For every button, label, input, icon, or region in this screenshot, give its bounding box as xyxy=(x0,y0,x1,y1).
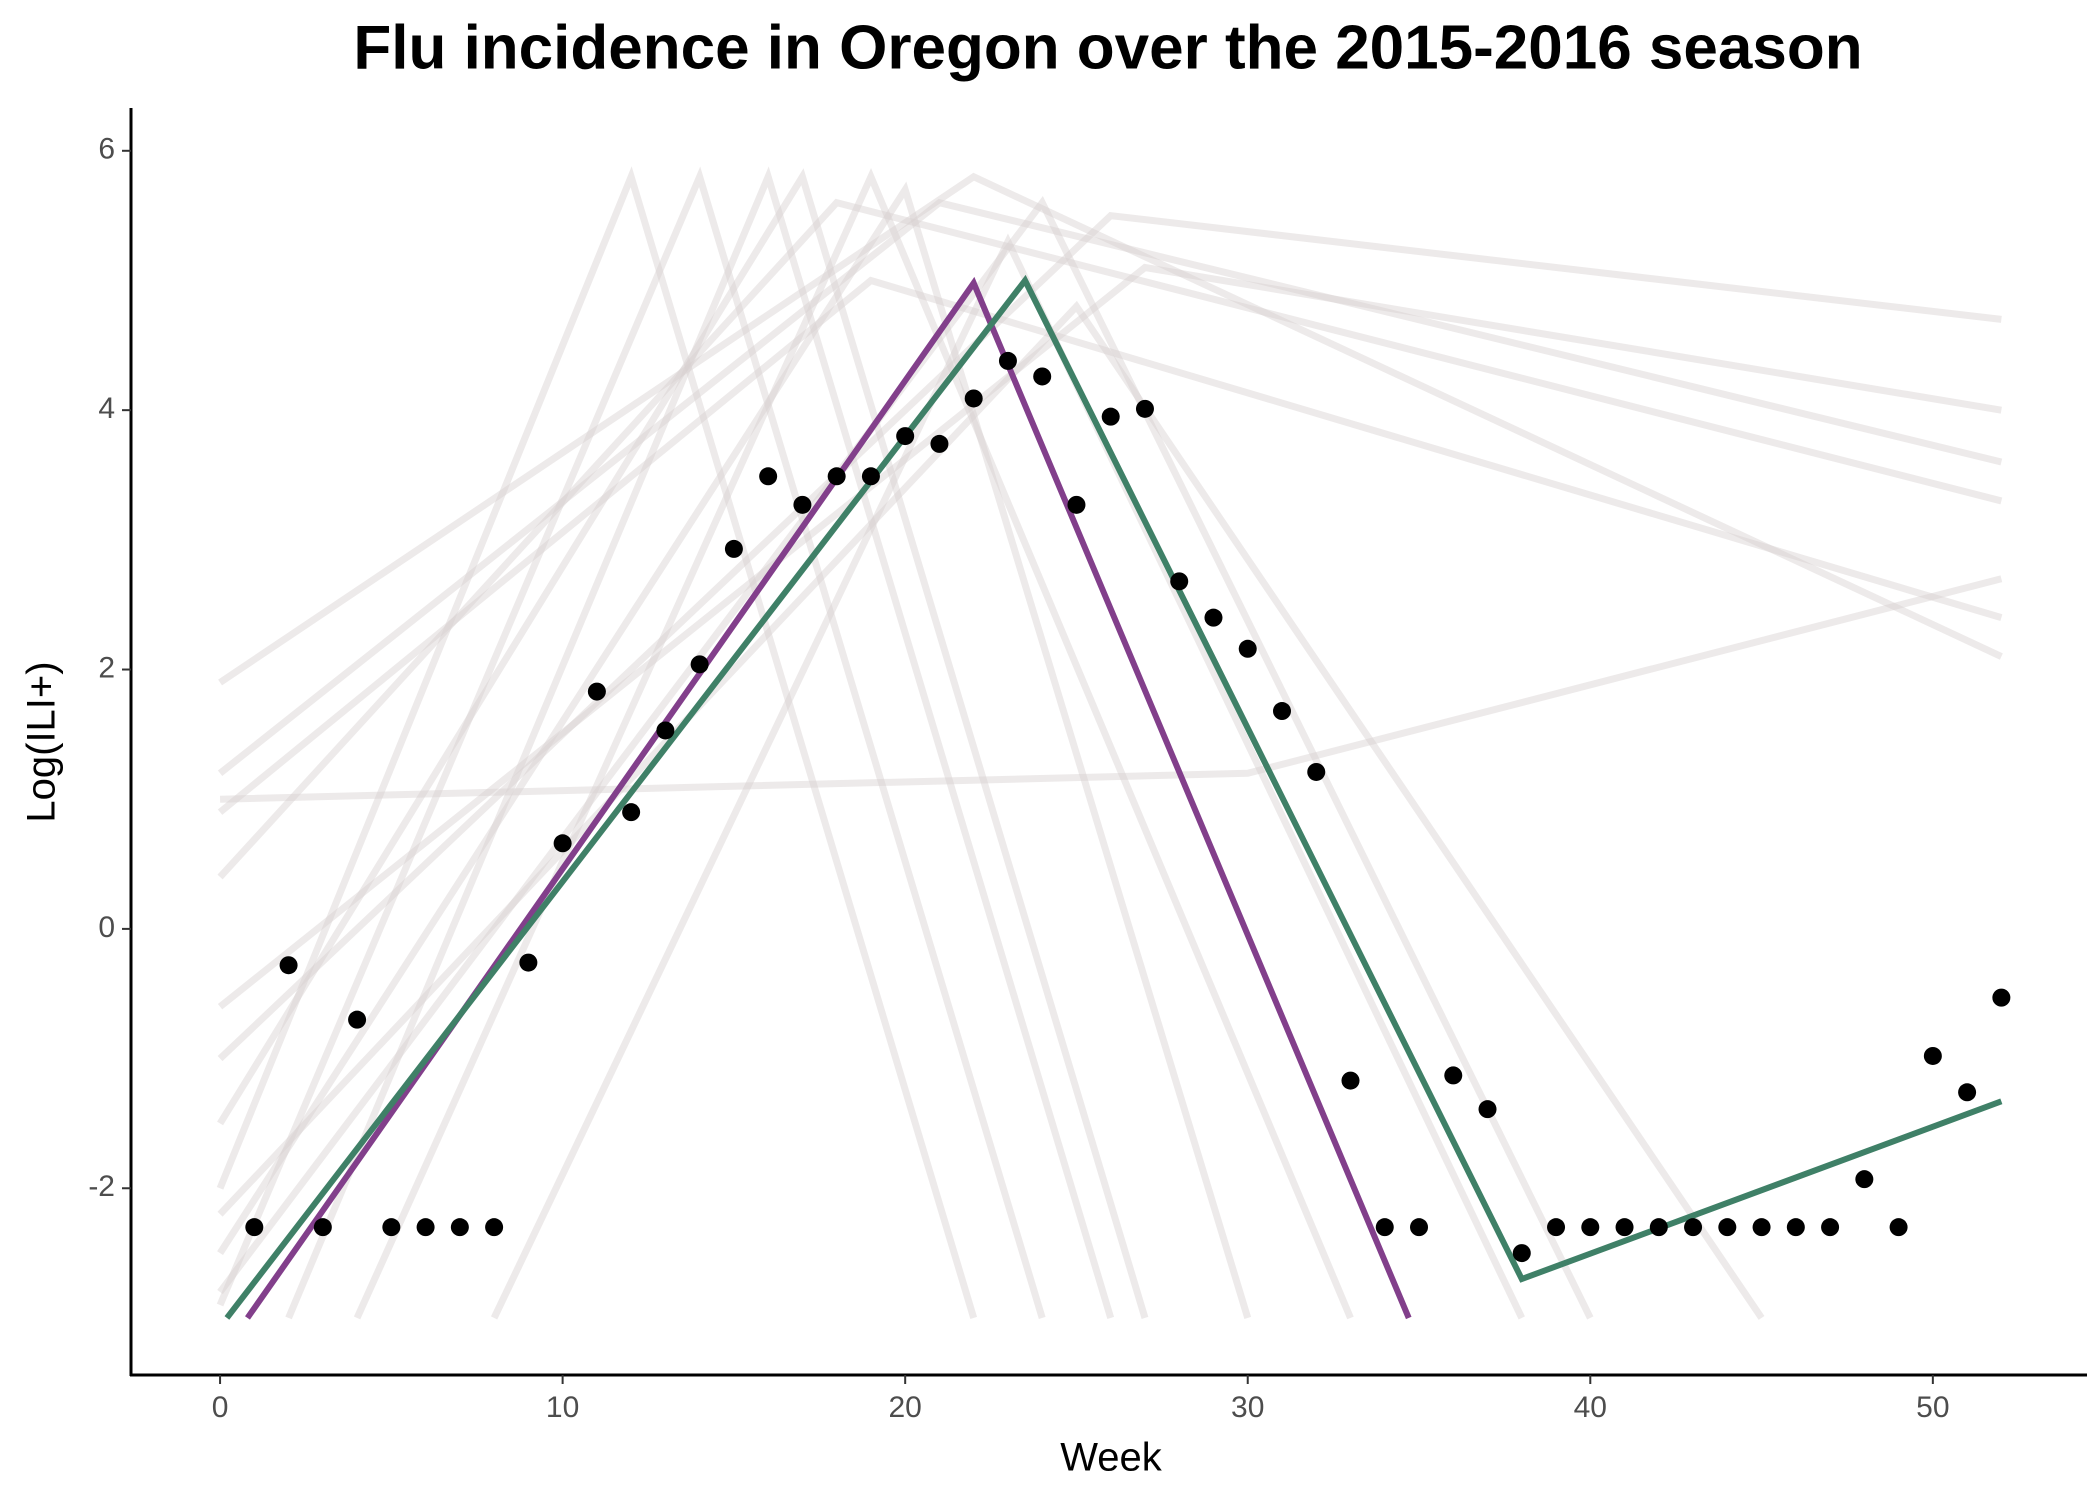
x-axis-label: Week xyxy=(1060,1436,1163,1480)
chart-title: Flu incidence in Oregon over the 2015-20… xyxy=(353,13,1862,82)
data-point xyxy=(1684,1218,1703,1237)
x-tick-label: 30 xyxy=(1231,1391,1264,1424)
data-point xyxy=(1033,367,1052,386)
data-point xyxy=(861,467,880,486)
data-point xyxy=(450,1218,469,1237)
data-point xyxy=(1341,1071,1360,1090)
data-point xyxy=(1101,407,1120,426)
data-point xyxy=(1547,1218,1566,1237)
data-point xyxy=(964,389,983,408)
sample-line xyxy=(285,166,1115,1320)
y-tick-label: 0 xyxy=(98,911,115,944)
data-point xyxy=(245,1218,264,1237)
y-axis-label: Log(ILI+) xyxy=(20,661,64,822)
sample-line xyxy=(217,198,2003,880)
data-point xyxy=(1204,608,1223,627)
data-point xyxy=(1821,1218,1840,1237)
data-point xyxy=(1444,1066,1463,1085)
sample-line xyxy=(219,575,2003,803)
y-tick-label: 6 xyxy=(98,133,115,166)
data-point xyxy=(793,495,812,514)
data-point xyxy=(348,1010,367,1029)
data-point xyxy=(1615,1218,1634,1237)
data-point xyxy=(382,1218,401,1237)
data-point xyxy=(1718,1218,1737,1237)
data-point xyxy=(1410,1218,1429,1237)
data-point xyxy=(519,953,538,972)
data-point xyxy=(1786,1218,1805,1237)
data-point xyxy=(930,434,949,453)
data-point xyxy=(1135,399,1154,418)
data-point xyxy=(1238,639,1257,658)
sample-line xyxy=(353,167,1354,1320)
sample-line xyxy=(217,276,2003,815)
y-tick-label: 4 xyxy=(98,392,115,425)
data-point xyxy=(416,1218,435,1237)
data-point xyxy=(724,539,743,558)
sample-line xyxy=(217,300,1765,1320)
sample-line xyxy=(217,263,2002,1010)
data-point xyxy=(1992,988,2011,1007)
data-point xyxy=(1855,1170,1874,1189)
data-point xyxy=(1889,1218,1908,1237)
data-point xyxy=(1752,1218,1771,1237)
data-point xyxy=(1923,1046,1942,1065)
data-point xyxy=(759,467,778,486)
data-point xyxy=(1307,762,1326,781)
sample-line xyxy=(218,172,2003,686)
x-tick-label: 10 xyxy=(546,1391,579,1424)
y-tick-label: -2 xyxy=(88,1170,115,1203)
data-point xyxy=(827,467,846,486)
x-tick-label: 40 xyxy=(1574,1391,1607,1424)
x-tick-label: 50 xyxy=(1916,1391,1949,1424)
data-point xyxy=(1512,1244,1531,1263)
data-point xyxy=(279,956,298,975)
data-point xyxy=(1375,1218,1394,1237)
data-point xyxy=(998,351,1017,370)
y-tick-label: 2 xyxy=(98,651,115,684)
sample-line xyxy=(217,211,2002,1062)
data-point xyxy=(1170,572,1189,591)
data-point xyxy=(622,803,641,822)
data-point xyxy=(553,834,572,853)
data-point xyxy=(485,1218,504,1237)
data-point xyxy=(587,682,606,701)
data-point xyxy=(1649,1218,1668,1237)
sample-line xyxy=(216,166,1046,1319)
x-tick-label: 20 xyxy=(888,1391,921,1424)
data-point xyxy=(1478,1100,1497,1119)
sample-line xyxy=(217,168,1149,1319)
sample-line xyxy=(490,233,1525,1320)
sample-line xyxy=(217,198,2003,777)
sample-line xyxy=(217,196,1594,1320)
data-point xyxy=(656,721,675,740)
forecast-line xyxy=(224,274,2003,1320)
data-point xyxy=(1067,495,1086,514)
data-point xyxy=(1581,1218,1600,1237)
data-point xyxy=(313,1218,332,1237)
data-point xyxy=(690,655,709,674)
data-point xyxy=(1958,1083,1977,1102)
sample-line xyxy=(216,166,978,1319)
x-tick-label: 0 xyxy=(212,1391,229,1424)
sample-line xyxy=(217,181,1252,1319)
data-point xyxy=(896,427,915,446)
data-point xyxy=(1272,702,1291,721)
